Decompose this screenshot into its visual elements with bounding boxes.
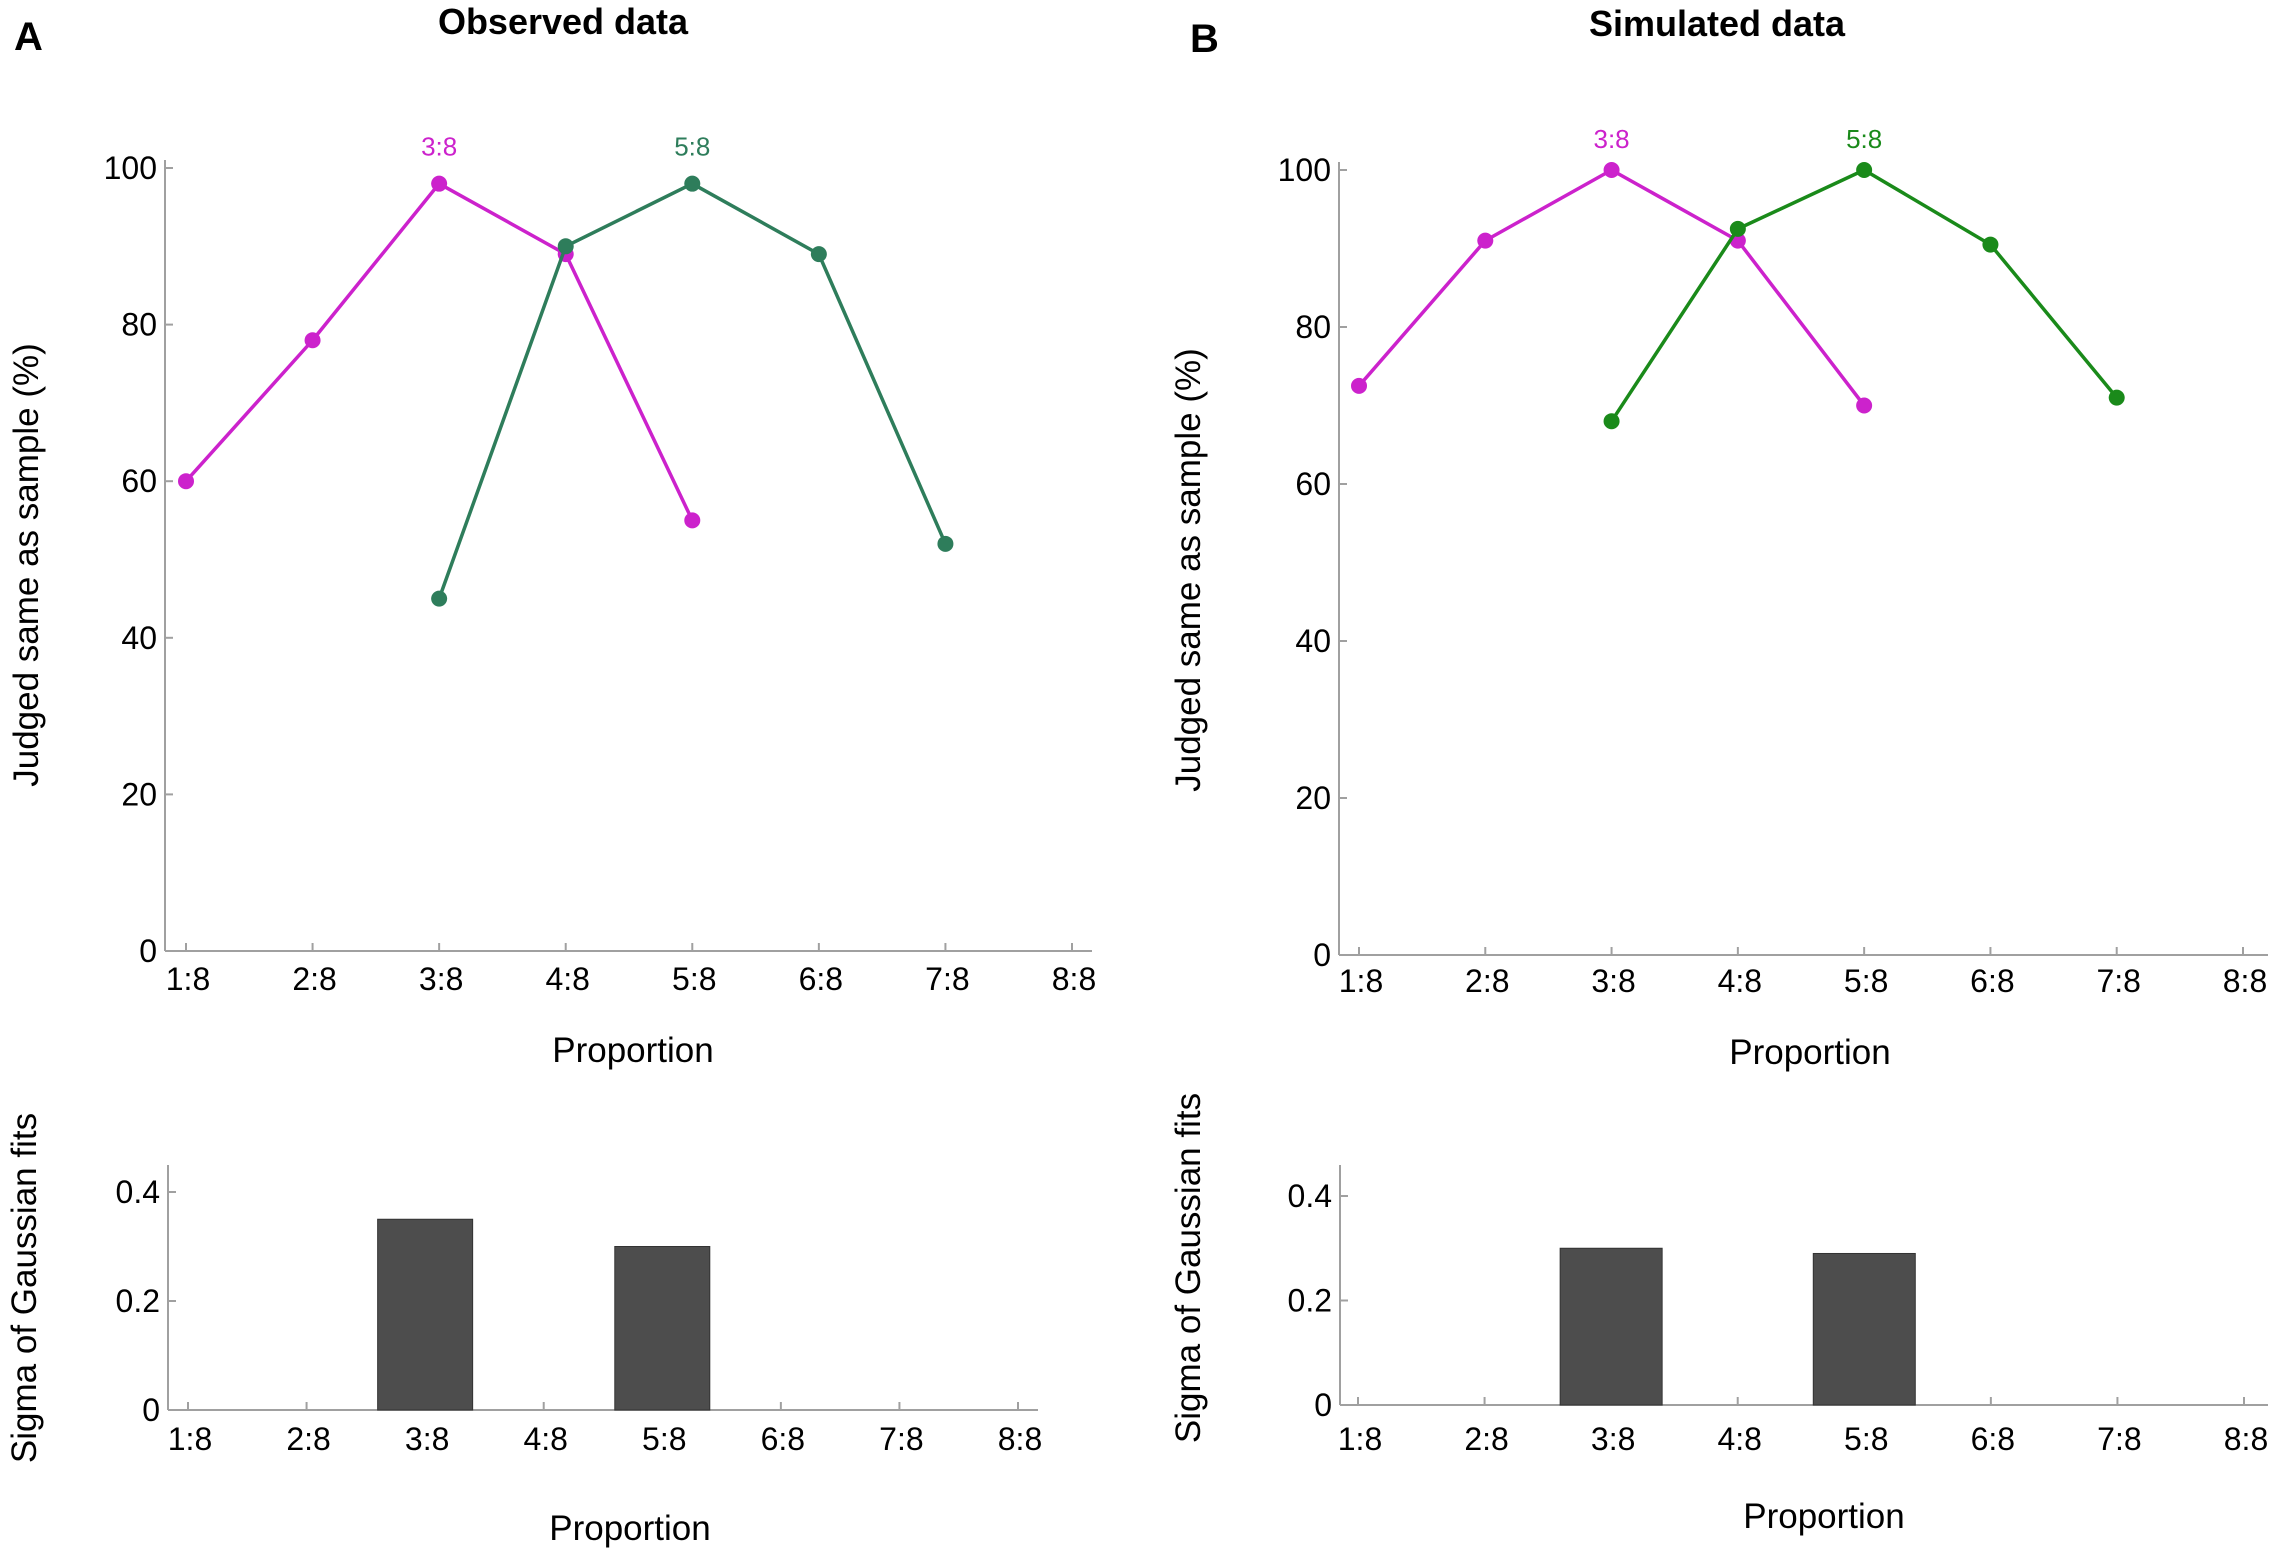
observed-line-x-tick-label: 1:8 — [166, 961, 210, 997]
observed-bar-bar — [614, 1246, 711, 1411]
observed-line-y-axis-label: Judged same as sample (%) — [7, 343, 46, 787]
simulated-bar-x-tick-label: 4:8 — [1717, 1421, 1761, 1457]
observed-bar-x-axis-label: Proportion — [549, 1509, 710, 1548]
simulated-line-x-tick-label: 6:8 — [1970, 963, 2014, 999]
observed-line-x-tick-label: 7:8 — [925, 961, 969, 997]
observed-bar-x-tick-label: 5:8 — [642, 1421, 686, 1457]
simulated-bar-x-tick-label: 8:8 — [2224, 1421, 2268, 1457]
observed-line-x-tick-label: 8:8 — [1052, 961, 1096, 997]
simulated-bar-y-tick-label: 0 — [1314, 1387, 1332, 1423]
simulated-line-x-tick-label: 1:8 — [1339, 963, 1383, 999]
observed-bar-x-tick-label: 1:8 — [168, 1421, 212, 1457]
observed-line-point — [684, 512, 701, 529]
observed-bar-x-tick-label: 8:8 — [998, 1421, 1042, 1457]
observed-bar-x-tick-label: 2:8 — [286, 1421, 330, 1457]
simulated-line-x-axis-label: Proportion — [1729, 1033, 1890, 1072]
simulated-line-peak-label: 5:8 — [1846, 124, 1882, 154]
panel-b: B Simulated data 0 20 40 60 80 100 1:8 2:8 3:8 4:… — [1169, 3, 2268, 1536]
observed-line-point — [178, 473, 194, 490]
simulated-line-peak-label: 3:8 — [1593, 124, 1629, 154]
panel-a-title: Observed data — [438, 1, 689, 42]
simulated-line-chart: 0 20 40 60 80 100 1:8 2:8 3:8 4:8 5:8 6:8 7:8 8:8 3:8 5… — [1278, 124, 2268, 999]
simulated-bar-bar — [1559, 1247, 1663, 1406]
simulated-line-point — [1982, 236, 1999, 253]
observed-bar-y-tick-label: 0.4 — [116, 1174, 160, 1210]
simulated-bar-y-tick-label: 0.2 — [1288, 1283, 1332, 1319]
observed-line-y-tick-label: 20 — [121, 776, 157, 812]
simulated-line-point — [1856, 397, 1873, 414]
simulated-line-y-axis-label: Judged same as sample (%) — [1169, 348, 1208, 792]
observed-line-y-tick-label: 40 — [121, 620, 157, 656]
observed-bar-y-axis-label: Sigma of Gaussian fits — [5, 1113, 44, 1463]
simulated-line-point — [1603, 162, 1620, 178]
simulated-line-y-tick-label: 80 — [1295, 309, 1331, 345]
simulated-line-point — [1729, 220, 1746, 237]
simulated-line-point — [1477, 232, 1494, 249]
simulated-line-x-tick-label: 4:8 — [1718, 963, 1762, 999]
observed-line-x-tick-label: 3:8 — [419, 961, 463, 997]
simulated-bar-x-tick-label: 2:8 — [1464, 1421, 1508, 1457]
observed-line-y-tick-label: 60 — [121, 463, 157, 499]
observed-line-point — [937, 535, 954, 552]
simulated-bar-chart: 0 0.2 0.4 1:8 2:8 3:8 4:8 5:8 6:8 7:8 8:8 — [1288, 1165, 2268, 1457]
panel-a: A Observed data 0 20 40 60 80 100 1:8 2:8 3:8 4:8… — [5, 1, 1096, 1548]
observed-line-x-axis-label: Proportion — [552, 1031, 713, 1070]
simulated-bar-x-tick-label: 3:8 — [1591, 1421, 1635, 1457]
observed-bar-x-tick-label: 3:8 — [405, 1421, 449, 1457]
observed-line-point — [431, 590, 448, 607]
observed-bar-x-tick-label: 7:8 — [879, 1421, 923, 1457]
observed-line-x-tick-label: 5:8 — [672, 961, 716, 997]
observed-bar-x-tick-label: 6:8 — [761, 1421, 805, 1457]
simulated-line-x-tick-label: 8:8 — [2223, 963, 2267, 999]
observed-bar-chart: 0 0.2 0.4 1:8 2:8 3:8 4:8 5:8 6:8 7:8 8:8 — [116, 1165, 1042, 1457]
simulated-bar-x-tick-label: 7:8 — [2097, 1421, 2141, 1457]
simulated-line-x-tick-label: 3:8 — [1591, 963, 1635, 999]
simulated-line-y-tick-label: 60 — [1295, 466, 1331, 502]
observed-line-x-tick-label: 4:8 — [545, 961, 589, 997]
simulated-line-point — [2108, 389, 2125, 406]
simulated-bar-y-tick-label: 0.4 — [1288, 1178, 1332, 1214]
simulated-line-x-tick-label: 5:8 — [1844, 963, 1888, 999]
observed-line-chart: 0 20 40 60 80 100 1:8 2:8 3:8 4:8 5:8 6:8 7:8 8:8 3:8 5… — [104, 132, 1097, 997]
observed-bar-y-tick-label: 0.2 — [116, 1283, 160, 1319]
simulated-bar-x-tick-label: 6:8 — [1971, 1421, 2015, 1457]
simulated-line-point — [1856, 162, 1873, 178]
observed-line-series-5-8-line — [437, 181, 948, 600]
observed-line-y-tick-label: 100 — [104, 150, 157, 186]
simulated-bar-x-axis-label: Proportion — [1743, 1497, 1904, 1536]
panel-b-title: Simulated data — [1589, 3, 1846, 44]
simulated-bar-y-axis-label: Sigma of Gaussian fits — [1169, 1093, 1208, 1443]
observed-bar-y-tick-label: 0 — [142, 1392, 160, 1428]
observed-bar-bar — [377, 1218, 474, 1411]
simulated-line-x-tick-label: 2:8 — [1465, 963, 1509, 999]
observed-line-y-tick-label: 0 — [139, 933, 157, 969]
simulated-line-x-tick-label: 7:8 — [2096, 963, 2140, 999]
simulated-line-y-tick-label: 100 — [1278, 152, 1331, 188]
observed-line-series-3-8-line — [184, 181, 694, 522]
observed-line-point — [431, 175, 448, 192]
panel-a-letter: A — [14, 15, 43, 59]
simulated-bar-x-tick-label: 1:8 — [1338, 1421, 1382, 1457]
observed-line-point — [557, 238, 574, 255]
simulated-line-y-tick-label: 40 — [1295, 623, 1331, 659]
simulated-line-point — [1603, 413, 1620, 430]
observed-line-point — [810, 246, 827, 263]
observed-line-x-tick-label: 6:8 — [799, 961, 843, 997]
simulated-line-y-tick-label: 20 — [1295, 780, 1331, 816]
observed-line-point — [304, 332, 321, 349]
observed-line-y-tick-label: 80 — [121, 307, 157, 343]
panel-b-letter: B — [1190, 17, 1219, 61]
simulated-line-point — [1351, 377, 1367, 394]
observed-line-peak-label: 5:8 — [674, 132, 710, 162]
simulated-bar-bar — [1812, 1252, 1916, 1406]
simulated-line-series-5-8-line — [1610, 168, 2119, 423]
observed-line-point — [684, 175, 701, 192]
observed-line-peak-label: 3:8 — [421, 132, 457, 162]
observed-bar-x-tick-label: 4:8 — [523, 1421, 567, 1457]
simulated-line-y-tick-label: 0 — [1313, 937, 1331, 973]
simulated-bar-x-tick-label: 5:8 — [1844, 1421, 1888, 1457]
observed-line-x-tick-label: 2:8 — [292, 961, 336, 997]
